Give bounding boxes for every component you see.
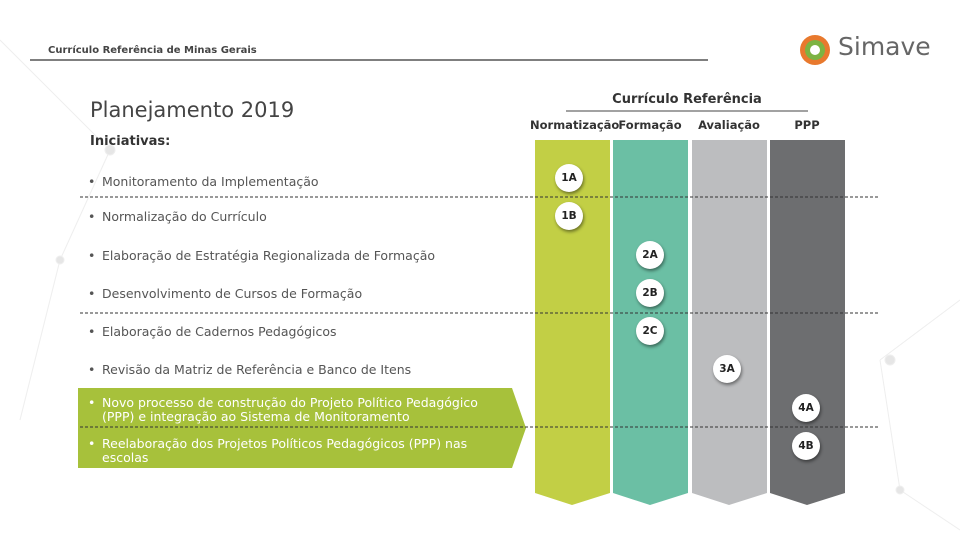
initiative: • Desenvolvimento de Cursos de Formação (88, 287, 503, 301)
framework-title: Currículo Referência (612, 92, 762, 107)
initiative: • Revisão da Matriz de Referência e Banco… (88, 363, 503, 377)
initiative: • Elaboração de Estratégia Regionalizada … (88, 249, 503, 263)
column-ppp (770, 140, 845, 505)
initiative: • Reelaboração dos Projetos Políticos Ped… (88, 437, 503, 465)
slide-title: Planejamento 2019 (90, 98, 295, 122)
bullet: • (88, 362, 96, 377)
column-header: PPP (794, 118, 820, 132)
badge: 2B (636, 279, 664, 307)
background-network (0, 39, 960, 531)
column-header: Avaliação (698, 118, 760, 132)
initiative-text: Normalização do Currículo (102, 209, 267, 224)
initiative-text: Elaboração de Estratégia Regionalizada d… (102, 248, 436, 263)
initiative: • Normalização do Currículo (88, 210, 503, 224)
badge: 1B (555, 202, 583, 230)
initiative-text: Novo processo de construção do Projeto P… (102, 395, 478, 424)
initiative: • Monitoramento da Implementação (88, 175, 503, 189)
slide-subtitle: Iniciativas: (90, 134, 171, 149)
bullet: • (88, 324, 96, 339)
initiative: • Elaboração de Cadernos Pedagógicos (88, 325, 503, 339)
column-header: Formação (618, 118, 682, 132)
bullet: • (88, 174, 96, 189)
initiative-text: Elaboração de Cadernos Pedagógicos (102, 324, 337, 339)
badge: 4B (792, 432, 820, 460)
badge: 3A (713, 355, 741, 383)
column-avaliacao (692, 140, 767, 505)
badge: 2C (636, 317, 664, 345)
initiative-text: Reelaboração dos Projetos Políticos Peda… (102, 436, 468, 465)
bullet: • (88, 248, 96, 263)
logo-text: Simave (838, 32, 931, 61)
badge: 1A (555, 164, 583, 192)
column-header: Normatização (530, 118, 620, 132)
highlight-arrow (78, 388, 526, 468)
initiative-text: Revisão da Matriz de Referência e Banco … (102, 362, 412, 377)
column-normatizacao (535, 140, 610, 505)
initiative-text: Desenvolvimento de Cursos de Formação (102, 286, 363, 301)
initiative-text: Monitoramento da Implementação (102, 174, 319, 189)
bullet: • (88, 395, 96, 410)
logo-icon (800, 35, 830, 65)
bullet: • (88, 286, 96, 301)
bullet: • (88, 436, 96, 451)
header-title: Currículo Referência de Minas Gerais (48, 45, 257, 56)
initiative: • Novo processo de construção do Projeto … (88, 396, 503, 424)
badge: 4A (792, 394, 820, 422)
row-dividers (80, 196, 880, 428)
badge: 2A (636, 241, 664, 269)
bullet: • (88, 209, 96, 224)
